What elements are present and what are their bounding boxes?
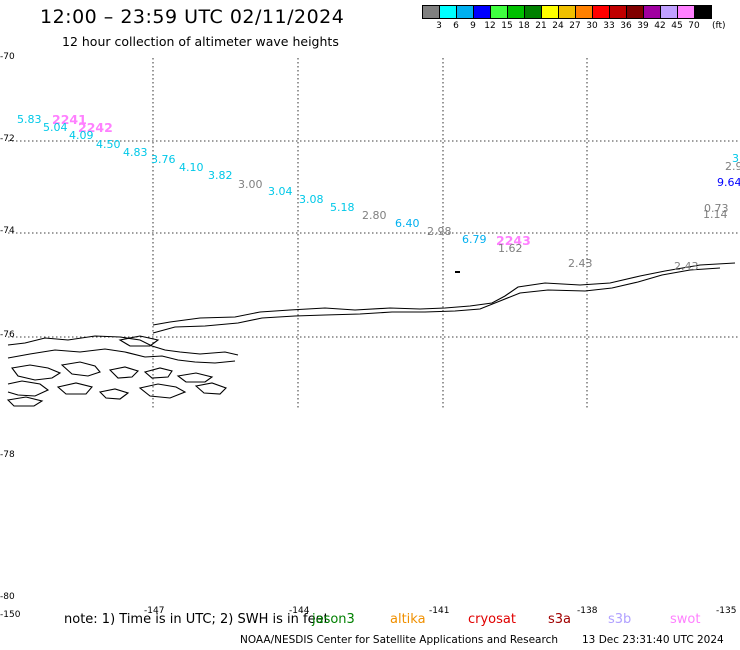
- island-outline: [118, 335, 160, 347]
- lat-label: -76: [0, 330, 15, 340]
- wave-height-label: 2.98: [427, 225, 452, 238]
- lon-label: -135: [716, 606, 737, 616]
- wave-height-label: 2.43: [674, 260, 699, 273]
- island-outline: [143, 367, 173, 379]
- scale-label: 33: [603, 21, 615, 31]
- island-outline: [98, 388, 130, 400]
- map-title: 12:00 – 23:59 UTC 02/11/2024: [40, 6, 345, 28]
- scale-label: 3: [436, 21, 442, 31]
- lat-label: -80: [0, 592, 15, 602]
- color-swatch-17: [694, 5, 712, 19]
- lat-label: -74: [0, 226, 15, 236]
- island-outline: [6, 396, 44, 407]
- island-outline: [194, 382, 228, 395]
- map-subtitle: 12 hour collection of altimeter wave hei…: [62, 34, 339, 49]
- wave-height-label: 4.09: [69, 129, 94, 142]
- satellite-legend-item: altika: [390, 612, 426, 627]
- wave-height-label: 3.76: [151, 153, 176, 166]
- lat-label: -78: [0, 450, 15, 460]
- wave-height-label: 6.79: [462, 233, 487, 246]
- footer-credit: NOAA/NESDIS Center for Satellite Applica…: [240, 634, 558, 646]
- scale-unit: (ft): [712, 21, 726, 31]
- wave-height-label: 3.08: [299, 193, 324, 206]
- coastline-segment: [7, 335, 239, 356]
- coastline: [6, 262, 736, 407]
- scale-label: 39: [637, 21, 649, 31]
- wave-height-label: 2.43: [568, 257, 593, 270]
- graticule: [8, 58, 740, 408]
- lon-label: -150: [0, 610, 21, 620]
- wave-height-label: 3.00: [238, 178, 263, 191]
- scale-label: 6: [453, 21, 459, 31]
- wave-height-label: 3: [732, 152, 739, 165]
- scale-label: 30: [586, 21, 598, 31]
- satellite-legend-item: s3b: [608, 612, 632, 627]
- wave-height-label: 5.18: [330, 201, 355, 214]
- scale-label: 36: [620, 21, 632, 31]
- satellite-legend-item: s3a: [548, 612, 572, 627]
- wave-height-label: 9.64: [717, 176, 740, 189]
- island-outline: [60, 361, 101, 377]
- island-outline: [176, 372, 214, 383]
- wave-height-label: 0.73: [704, 202, 729, 215]
- wave-height-label: 1.62: [498, 242, 523, 255]
- island-outline: [108, 366, 140, 379]
- color-scale-labels: 3 6 9 12 15 18 21 24 27 30 33 36 39 42 4…: [422, 21, 740, 33]
- wave-height-label: 4.10: [179, 161, 204, 174]
- island-outline: [56, 382, 93, 395]
- scale-label: 12: [484, 21, 496, 31]
- ice-shelf-edge: [152, 267, 721, 334]
- small-island: [455, 271, 460, 273]
- lat-label: -70: [0, 52, 15, 62]
- island-outline: [11, 364, 62, 381]
- ice-shelf-edge: [152, 262, 736, 326]
- island-outline: [7, 380, 50, 397]
- wave-height-label: 3.82: [208, 169, 233, 182]
- scale-label: 15: [501, 21, 513, 31]
- wave-height-label: 6.40: [395, 217, 420, 230]
- scale-label: 27: [569, 21, 581, 31]
- wave-height-label: 5.83: [17, 113, 42, 126]
- coastline-segment: [7, 348, 236, 364]
- wave-height-label: 2.80: [362, 209, 387, 222]
- wave-height-label: 5.04: [43, 121, 68, 134]
- wave-height-label: 3.04: [268, 185, 293, 198]
- satellite-legend-item: cryosat: [468, 612, 516, 627]
- scale-label: 24: [552, 21, 564, 31]
- wave-height-label: 4.50: [96, 138, 121, 151]
- lon-label: -147: [144, 606, 165, 616]
- lat-label: -72: [0, 134, 15, 144]
- footer-timestamp: 13 Dec 23:31:40 UTC 2024: [582, 634, 724, 646]
- track-id-label: 2243: [496, 233, 531, 248]
- wave-height-label: 1.14: [703, 208, 728, 221]
- scale-label: 18: [518, 21, 530, 31]
- track-id-label: 2241: [52, 112, 87, 127]
- wave-height-label: 2.9: [725, 160, 740, 173]
- scale-label: 42: [654, 21, 666, 31]
- color-scale-bar: [422, 5, 712, 19]
- scale-label: 9: [470, 21, 476, 31]
- wave-height-label: 4.83: [123, 146, 148, 159]
- island-outline: [138, 383, 187, 399]
- track-id-label: 2242: [78, 120, 113, 135]
- lon-label: -141: [429, 606, 450, 616]
- footer-note: note: 1) Time is in UTC; 2) SWH is in fe…: [64, 612, 329, 627]
- lon-label: -144: [289, 606, 310, 616]
- satellite-legend-item: swot: [670, 612, 701, 627]
- satellite-legend-item: jason3: [312, 612, 355, 627]
- scale-label: 70: [688, 21, 700, 31]
- scale-label: 21: [535, 21, 547, 31]
- lon-label: -138: [577, 606, 598, 616]
- scale-label: 45: [671, 21, 683, 31]
